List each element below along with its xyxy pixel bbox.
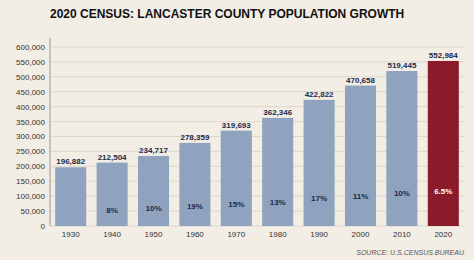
y-tick-label: 0 [41, 222, 46, 231]
y-axis-line [50, 38, 51, 226]
y-axis: 0 50,000 100,000 150,000 200,000 250,000 300,0… [16, 38, 464, 231]
y-tick-label: 400,000 [16, 103, 45, 112]
growth-label: 11% [353, 192, 369, 201]
x-tick-label: 1970 [227, 230, 245, 239]
value-label: 422,822 [305, 90, 334, 99]
y-tick-label: 200,000 [16, 162, 45, 171]
y-tick-label: 100,000 [16, 192, 45, 201]
value-label: 278,359 [180, 133, 209, 142]
x-tick-label: 1950 [145, 230, 163, 239]
bar [179, 143, 210, 226]
value-label: 519,445 [387, 61, 416, 70]
x-tick-label: 1940 [103, 230, 121, 239]
value-label: 212,504 [98, 153, 127, 162]
y-tick-label: 300,000 [16, 132, 45, 141]
x-tick-label: 1990 [310, 230, 328, 239]
bar [345, 86, 376, 226]
bar [55, 167, 86, 226]
x-tick-label: 2000 [352, 230, 370, 239]
growth-label: 13% [270, 198, 286, 207]
chart-container: 2020 CENSUS: LANCASTER COUNTY POPULATION… [0, 0, 474, 260]
growth-label: 8% [106, 206, 118, 215]
source-note: SOURCE: U.S.CENSUS BUREAU [356, 249, 465, 256]
y-tick-label: 250,000 [16, 147, 45, 156]
chart-svg: 2020 CENSUS: LANCASTER COUNTY POPULATION… [0, 0, 474, 260]
y-tick-label: 600,000 [16, 43, 45, 52]
growth-label: 19% [187, 202, 203, 211]
y-tick-label: 550,000 [16, 58, 45, 67]
y-tick-label: 500,000 [16, 73, 45, 82]
bar [138, 156, 169, 226]
growth-label: 10% [394, 189, 410, 198]
bar [386, 71, 417, 226]
bar [428, 61, 459, 226]
value-label: 196,882 [56, 157, 85, 166]
title: 2020 CENSUS: LANCASTER COUNTY POPULATION… [50, 7, 404, 21]
value-label: 552,984 [429, 51, 458, 60]
growth-label: 15% [228, 200, 244, 209]
y-tick-label: 150,000 [16, 177, 45, 186]
grid-line [50, 46, 464, 47]
bar [97, 163, 128, 226]
bar [262, 118, 293, 226]
bar [221, 131, 252, 226]
y-tick-label: 350,000 [16, 118, 45, 127]
y-tick-label: 50,000 [21, 207, 46, 216]
value-label: 362,346 [263, 108, 292, 117]
growth-label: 10% [145, 204, 161, 213]
value-label: 470,658 [346, 76, 375, 85]
x-tick-label: 1980 [269, 230, 287, 239]
x-tick-label: 2020 [434, 230, 452, 239]
x-axis: 1930 1940 1950 1960 1970 1980 1990 2000 2010 2020 [62, 230, 453, 239]
x-tick-label: 1960 [186, 230, 204, 239]
value-label: 319,693 [222, 121, 251, 130]
bar [304, 100, 335, 226]
labels: 196,882 212,504 8% 234,717 10% 278,359 19% 319,… [56, 51, 458, 215]
y-tick-label: 450,000 [16, 88, 45, 97]
x-tick-label: 2010 [393, 230, 411, 239]
x-tick-label: 1930 [62, 230, 80, 239]
growth-label: 6.5% [434, 187, 452, 196]
value-label: 234,717 [139, 146, 168, 155]
growth-label: 17% [311, 194, 327, 203]
bars [55, 61, 459, 226]
